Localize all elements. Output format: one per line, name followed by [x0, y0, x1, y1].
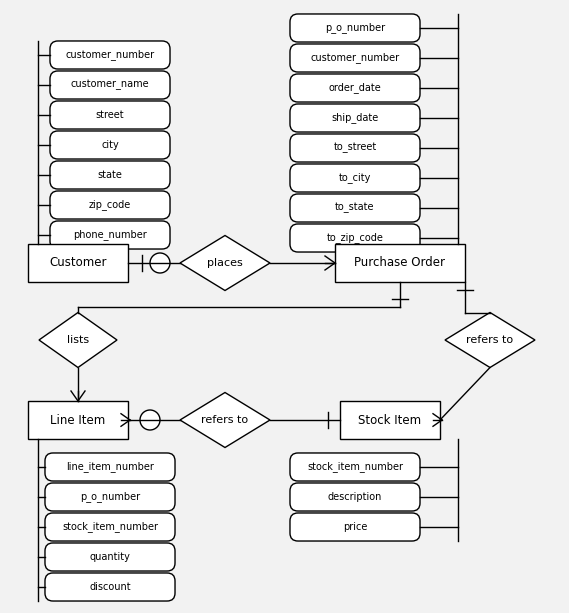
Text: stock_item_number: stock_item_number — [307, 462, 403, 473]
Polygon shape — [39, 313, 117, 368]
FancyBboxPatch shape — [45, 513, 175, 541]
FancyBboxPatch shape — [45, 483, 175, 511]
Text: description: description — [328, 492, 382, 502]
FancyBboxPatch shape — [290, 44, 420, 72]
Text: phone_number: phone_number — [73, 229, 147, 240]
Text: state: state — [97, 170, 122, 180]
FancyBboxPatch shape — [290, 453, 420, 481]
FancyBboxPatch shape — [50, 71, 170, 99]
Text: Purchase Order: Purchase Order — [354, 256, 446, 270]
Polygon shape — [180, 235, 270, 291]
FancyBboxPatch shape — [50, 131, 170, 159]
Circle shape — [150, 253, 170, 273]
Text: customer_name: customer_name — [71, 80, 149, 90]
Text: to_state: to_state — [335, 203, 375, 213]
Text: refers to: refers to — [467, 335, 514, 345]
Text: p_o_number: p_o_number — [80, 492, 140, 503]
Text: quantity: quantity — [89, 552, 130, 562]
FancyBboxPatch shape — [290, 14, 420, 42]
Text: customer_number: customer_number — [311, 53, 399, 64]
Text: street: street — [96, 110, 124, 120]
Text: Line Item: Line Item — [51, 414, 106, 427]
FancyBboxPatch shape — [45, 543, 175, 571]
Text: to_zip_code: to_zip_code — [327, 232, 384, 243]
FancyBboxPatch shape — [50, 191, 170, 219]
Text: line_item_number: line_item_number — [66, 462, 154, 473]
Text: customer_number: customer_number — [65, 50, 155, 61]
Text: lists: lists — [67, 335, 89, 345]
Text: to_street: to_street — [333, 143, 377, 153]
FancyBboxPatch shape — [290, 74, 420, 102]
FancyBboxPatch shape — [45, 453, 175, 481]
Text: stock_item_number: stock_item_number — [62, 522, 158, 533]
Text: p_o_number: p_o_number — [325, 23, 385, 34]
FancyBboxPatch shape — [290, 483, 420, 511]
FancyBboxPatch shape — [45, 573, 175, 601]
Text: refers to: refers to — [201, 415, 249, 425]
FancyBboxPatch shape — [50, 41, 170, 69]
FancyBboxPatch shape — [290, 194, 420, 222]
Text: Customer: Customer — [50, 256, 107, 270]
FancyBboxPatch shape — [50, 101, 170, 129]
Circle shape — [140, 410, 160, 430]
Text: order_date: order_date — [329, 83, 381, 93]
FancyBboxPatch shape — [28, 401, 128, 439]
FancyBboxPatch shape — [50, 221, 170, 249]
FancyBboxPatch shape — [28, 244, 128, 282]
Polygon shape — [445, 313, 535, 368]
FancyBboxPatch shape — [290, 104, 420, 132]
Text: city: city — [101, 140, 119, 150]
Text: to_city: to_city — [339, 172, 371, 183]
Text: price: price — [343, 522, 367, 532]
Text: Stock Item: Stock Item — [358, 414, 422, 427]
FancyBboxPatch shape — [50, 161, 170, 189]
Text: discount: discount — [89, 582, 131, 592]
Text: ship_date: ship_date — [331, 113, 378, 123]
Text: places: places — [207, 258, 243, 268]
FancyBboxPatch shape — [335, 244, 465, 282]
FancyBboxPatch shape — [340, 401, 440, 439]
Polygon shape — [180, 392, 270, 447]
FancyBboxPatch shape — [290, 164, 420, 192]
Text: zip_code: zip_code — [89, 200, 131, 210]
FancyBboxPatch shape — [290, 513, 420, 541]
FancyBboxPatch shape — [290, 134, 420, 162]
FancyBboxPatch shape — [290, 224, 420, 252]
